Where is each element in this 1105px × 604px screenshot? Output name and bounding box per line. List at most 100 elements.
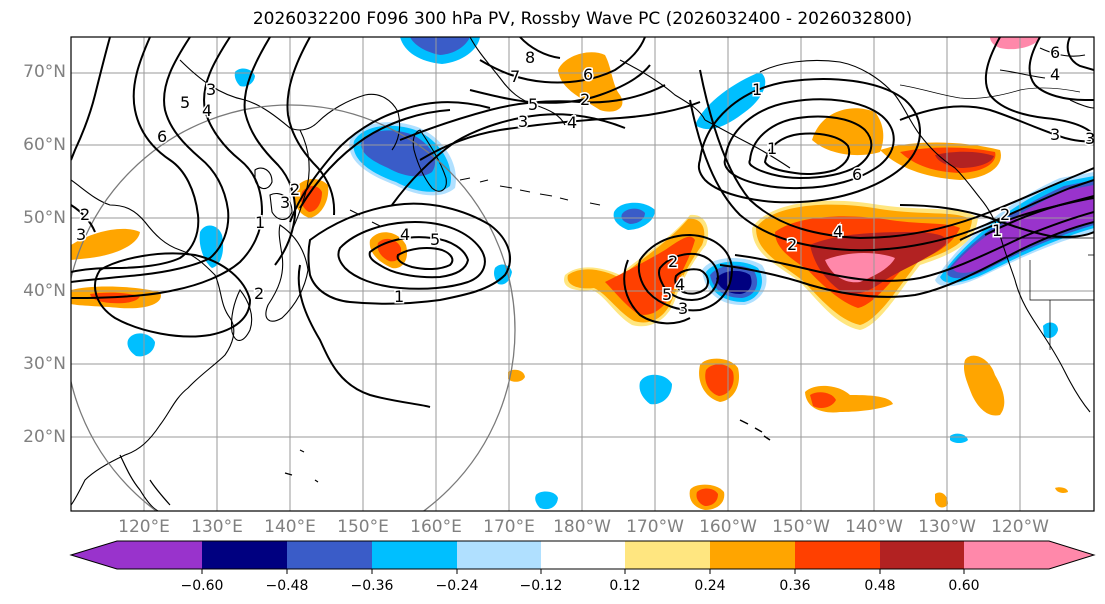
contour-label: 2 (254, 284, 264, 303)
pv-anomaly-fills (71, 37, 1094, 510)
contour-label: 4 (202, 101, 212, 120)
colorbar-segment (287, 541, 372, 569)
contour-labels: 8 7 6 5 4 3 2 1 1 2 3 4 5 6 5 4 3 2 1 2 … (75, 42, 1095, 320)
longitude-label: 150°W (772, 517, 830, 537)
map-frame (70, 36, 1095, 512)
contour-label: 1 (767, 139, 777, 158)
positive-anomaly-region (71, 228, 140, 260)
longitude-label: 160°E (410, 517, 462, 537)
radius-of-influence-circle (71, 104, 516, 511)
colorbar-segment (372, 541, 457, 569)
positive-anomaly-region (990, 37, 1040, 50)
positive-anomaly-region (508, 369, 525, 382)
colorbar: −0.60 −0.48 −0.36 −0.24 −0.12 0.12 0.24 … (69, 540, 1096, 594)
positive-anomaly-region (705, 364, 734, 396)
map-layers: 8 7 6 5 4 3 2 1 1 2 3 4 5 6 5 4 3 2 1 2 … (71, 37, 1095, 511)
contour-label: 2 (80, 205, 90, 224)
longitude-label: 170°W (626, 517, 684, 537)
colorbar-tick-label: −0.36 (351, 578, 394, 594)
contour-label: 3 (678, 299, 688, 318)
contour-label: 4 (567, 113, 577, 132)
latitude-label: 20°N (23, 427, 66, 447)
colorbar-tick-label: −0.48 (266, 578, 309, 594)
colorbar-segment (710, 541, 795, 569)
colorbar-extend-max (1049, 541, 1094, 569)
contour-label: 3 (206, 80, 216, 99)
positive-anomaly-region (1055, 487, 1068, 493)
latitude-label: 30°N (23, 354, 66, 374)
map-title: 2026032200 F096 300 hPa PV, Rossby Wave … (252, 9, 913, 29)
colorbar-segment (457, 541, 541, 569)
contour-label: 7 (510, 67, 520, 86)
contour-label: 2 (580, 90, 590, 109)
contour-label: 1 (255, 213, 265, 232)
contour-label: 6 (852, 165, 862, 184)
colorbar-tick-label: 0.60 (948, 578, 979, 594)
negative-anomaly-region (1043, 322, 1058, 338)
colorbar-segment (964, 541, 1049, 569)
contour-label: 4 (675, 275, 685, 294)
latitude-label: 60°N (23, 135, 66, 155)
contour-label: 2 (1000, 205, 1010, 224)
longitude-label: 170°E (483, 517, 535, 537)
contour-label: 6 (583, 65, 593, 84)
longitude-label: 140°E (264, 517, 316, 537)
latitude-label: 40°N (23, 281, 66, 301)
negative-anomaly-region (621, 208, 645, 224)
colorbar-outline (69, 540, 1096, 570)
positive-anomaly-region (963, 355, 1005, 416)
colorbar-tick-label: 0.12 (609, 578, 640, 594)
contour-label: 3 (1085, 129, 1095, 148)
colorbar-tick-label: −0.60 (181, 578, 224, 594)
colorbar-segment (795, 541, 880, 569)
contour-label: 5 (180, 93, 190, 112)
negative-anomaly-region (361, 130, 436, 177)
positive-anomaly-region (696, 488, 718, 506)
colorbar-segment (625, 541, 710, 569)
latitude-label: 70°N (23, 62, 66, 82)
contour-label: 5 (430, 230, 440, 249)
longitude-label: 180°W (553, 517, 611, 537)
contour-label: 4 (1050, 65, 1060, 84)
negative-anomaly-region (695, 72, 766, 130)
latitude-label: 50°N (23, 208, 66, 228)
colorbar-segment (541, 541, 625, 569)
longitude-label: 130°E (191, 517, 243, 537)
positive-anomaly-region (825, 253, 895, 283)
longitude-label: 130°W (918, 517, 976, 537)
colorbar-tick-label: 0.36 (779, 578, 810, 594)
contour-label: 3 (280, 193, 290, 212)
positive-anomaly-region (558, 52, 623, 112)
colorbar-segment (117, 541, 202, 569)
colorbar-segment (202, 541, 287, 569)
negative-anomaly-region (639, 374, 672, 405)
longitude-label: 140°W (845, 517, 903, 537)
contour-label: 5 (662, 285, 672, 304)
positive-anomaly-region (935, 492, 948, 508)
negative-anomaly-region (535, 491, 558, 510)
contour-label: 1 (992, 221, 1002, 240)
contour-label: 4 (400, 225, 410, 244)
contour-label: 2 (787, 235, 797, 254)
negative-anomaly-region (950, 433, 968, 443)
contour-label: 6 (1050, 43, 1060, 62)
negative-anomaly-region (410, 37, 470, 55)
colorbar-extend-min (71, 541, 117, 569)
contour-label: 5 (528, 95, 538, 114)
contour-label: 4 (833, 222, 843, 241)
negative-anomaly-region (716, 270, 752, 294)
graticule (71, 37, 1094, 511)
positive-anomaly-region (812, 108, 884, 156)
contour-label: 2 (290, 180, 300, 199)
contour-label: 3 (518, 112, 528, 131)
longitude-label: 150°E (337, 517, 389, 537)
colorbar-tick-label: 0.24 (694, 578, 725, 594)
colorbar-tick-label: 0.48 (864, 578, 895, 594)
positive-anomaly-region (810, 392, 836, 408)
colorbar-tick-label: −0.24 (436, 578, 479, 594)
contour-label: 1 (394, 287, 404, 306)
contour-label: 6 (157, 127, 167, 146)
longitude-label: 120°W (991, 517, 1049, 537)
colorbar-segment (880, 541, 964, 569)
